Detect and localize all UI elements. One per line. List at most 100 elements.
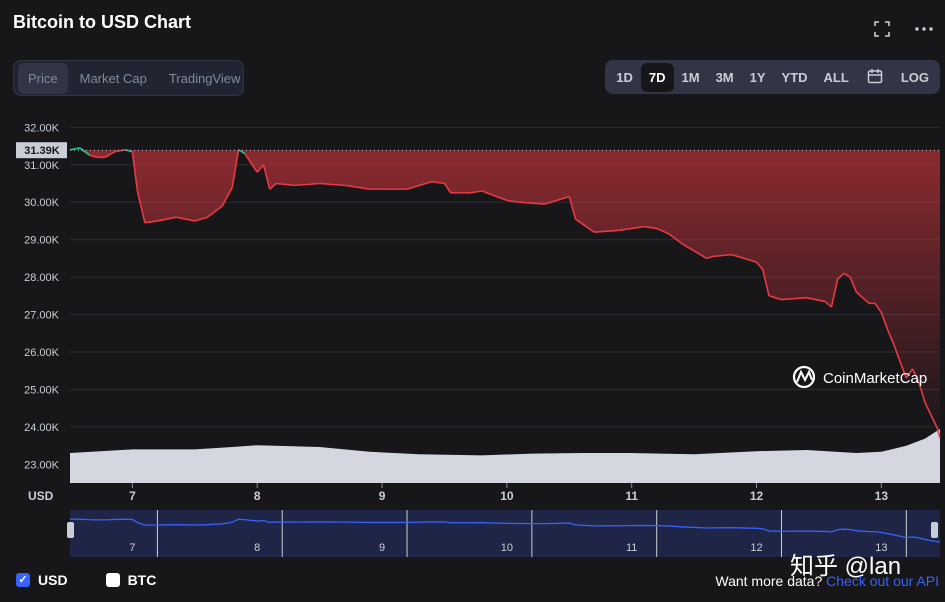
navigator-handle-right[interactable] [931,522,938,538]
api-promo: Want more data? Check out our API [715,573,939,589]
price-line-segment [431,180,445,185]
checkbox-checked-icon[interactable]: ✓ [16,573,30,587]
price-line-segment [157,216,177,222]
price-line-segment [544,195,570,205]
price-line-segment [568,196,577,220]
price-line-segment [269,182,277,190]
price-line-segment [918,381,926,403]
navigator-tick-label: 11 [626,542,637,554]
range-log[interactable]: LOG [900,69,929,85]
current-price-label: 31.39K [24,145,60,157]
price-line-segment [849,276,858,293]
y-tick-label: 23.00K [24,459,60,471]
time-range-selector: 1D 7D 1M 3M 1Y YTD ALL LOG [605,60,940,94]
overlay-watermark: 知乎 @lan [790,553,902,580]
watermark-text: CoinMarketCap [823,370,927,387]
price-line-segment [837,272,845,280]
tab-tradingview[interactable]: TradingView [168,70,241,86]
range-1d[interactable]: 1D [616,69,633,85]
volume-area [70,429,940,483]
navigator-tick-label: 13 [875,542,887,554]
y-axis-unit-label: USD [28,489,54,503]
range-1y[interactable]: 1Y [749,69,766,85]
price-line-segment [761,269,770,297]
price-line-segment [506,199,520,204]
range-ytd[interactable]: YTD [781,69,808,85]
tab-price[interactable]: Price [18,62,68,94]
price-line-segment [319,182,345,187]
price-line-segment [712,253,732,258]
range-7d[interactable]: 7D [640,62,674,92]
price-line-segment [69,147,81,151]
price-line-segment [930,415,939,430]
checkbox-unchecked-icon[interactable] [105,573,120,587]
price-line-segment [244,153,252,164]
price-line-segment [936,428,941,439]
price-line-segment [406,180,433,190]
price-line-segment [89,154,98,159]
price-line-segment [893,344,901,362]
price-line-segment [924,402,932,416]
price-line-segment [594,229,620,233]
range-all[interactable]: ALL [823,69,849,85]
x-tick-label: 9 [379,489,386,503]
tab-market-cap[interactable]: Market Cap [79,70,147,86]
price-area-fill [70,150,940,439]
price-line-segment [681,242,707,260]
legend-usd[interactable]: ✓ USD [16,572,68,588]
y-tick-label: 31.00K [24,160,60,172]
y-tick-label: 26.00K [24,347,60,359]
price-line-segment [238,149,246,155]
navigator-tick-label: 9 [379,542,385,554]
price-line-segment [755,261,764,271]
price-line-segment [905,368,914,379]
range-1m[interactable]: 1M [681,69,700,85]
price-line-segment [899,361,908,379]
navigator-bg [70,510,940,557]
price-line-segment [644,225,657,230]
price-line-segment [114,149,126,153]
y-tick-label: 27.00K [24,310,60,322]
chart-title: Bitcoin to USD Chart [13,12,191,32]
series-legend: ✓ USD BTC [16,572,186,588]
y-tick-label: 32.00K [24,122,60,134]
legend-btc-label: BTC [127,572,157,588]
price-line-segment [175,216,195,222]
coinmarketcap-logo-icon [792,365,816,389]
x-tick-label: 10 [500,489,514,503]
y-tick-label: 30.00K [24,197,60,209]
price-line-segment [250,162,258,173]
price-line-segment [131,151,139,192]
y-tick-label: 25.00K [24,384,60,396]
fullscreen-icon[interactable] [871,18,893,40]
api-link[interactable]: Check out our API [826,573,939,589]
price-line-segment [275,182,295,187]
price-line-segment [481,190,508,202]
legend-btc[interactable]: BTC [105,572,157,588]
more-icon[interactable] [913,18,935,40]
price-line-segment [519,201,545,205]
navigator-line [69,518,941,544]
navigator-tick-label: 12 [750,542,762,554]
navigator-handle-left[interactable] [67,522,74,538]
x-tick-label: 8 [254,489,261,503]
price-line-segment [194,216,208,222]
price-line-segment [575,218,595,233]
y-tick-label: 29.00K [24,235,60,247]
chart-type-tabs: Price Market Cap TradingView [13,60,244,96]
price-line-segment [843,272,851,278]
x-tick-label: 13 [875,489,889,503]
price-line-segment [469,190,483,194]
price-line-segment [79,147,91,157]
current-price-badge [16,142,67,159]
navigator-tick-label: 8 [254,542,260,554]
price-line-segment [656,227,670,235]
range-3m[interactable]: 3M [715,69,734,85]
calendar-icon[interactable] [857,61,893,94]
price-line-segment [206,205,223,218]
x-tick-label: 12 [750,489,764,503]
navigator-tick-label: 10 [501,542,513,554]
api-prefix: Want more data? [715,573,823,589]
price-line-segment [231,149,240,188]
